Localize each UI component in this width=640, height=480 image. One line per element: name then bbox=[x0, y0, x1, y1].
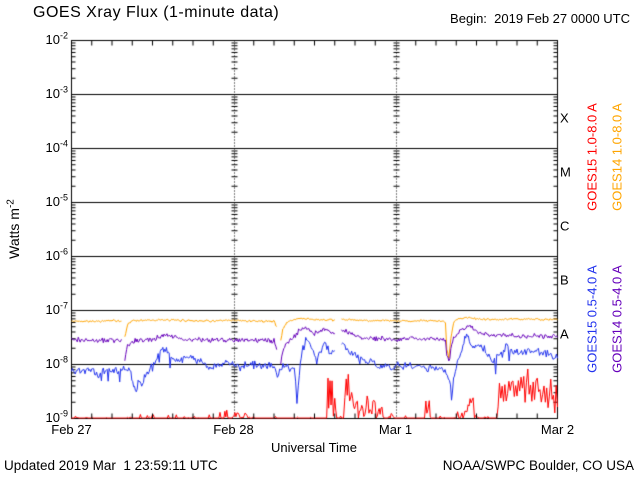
x-tick-label: Feb 27 bbox=[51, 422, 92, 437]
x-tick-label: Mar 2 bbox=[540, 422, 575, 437]
y-tick-label: 10-5 bbox=[45, 192, 68, 209]
legend-label: GOES14 1.0-8.0 A bbox=[609, 103, 625, 211]
flare-class-letter: A bbox=[560, 326, 569, 341]
legend-label: GOES14 0.5-4.0 A bbox=[609, 265, 625, 373]
y-tick-label: 10-3 bbox=[45, 84, 68, 101]
y-tick-label: 10-6 bbox=[45, 246, 68, 263]
x-axis-title: Universal Time bbox=[271, 440, 357, 455]
x-tick-label: Mar 1 bbox=[378, 422, 413, 437]
y-tick-label: 10-8 bbox=[45, 354, 68, 371]
footer-updated-timestamp: Updated 2019 Mar 1 23:59:11 UTC bbox=[4, 458, 218, 473]
footer-source-credit: NOAA/SWPC Boulder, CO USA bbox=[442, 458, 634, 473]
begin-timestamp: Begin: 2019 Feb 27 0000 UTC bbox=[450, 11, 630, 26]
flare-class-letter: M bbox=[560, 164, 571, 179]
x-tick-label: Feb 28 bbox=[213, 422, 254, 437]
chart-title: GOES Xray Flux (1-minute data) bbox=[33, 4, 280, 21]
y-axis-label: Watts m-2 bbox=[5, 199, 22, 259]
y-tick-label: 10-2 bbox=[45, 30, 68, 47]
flare-class-letter: X bbox=[560, 110, 569, 125]
legend-label: GOES15 0.5-4.0 A bbox=[584, 265, 600, 373]
y-tick-label: 10-4 bbox=[45, 138, 68, 155]
y-tick-label: 10-9 bbox=[45, 408, 68, 425]
y-tick-label: 10-7 bbox=[45, 300, 68, 317]
flare-class-letter: C bbox=[560, 218, 570, 233]
flare-class-letter: B bbox=[560, 272, 569, 287]
legend-label: GOES15 1.0-8.0 A bbox=[584, 103, 600, 211]
